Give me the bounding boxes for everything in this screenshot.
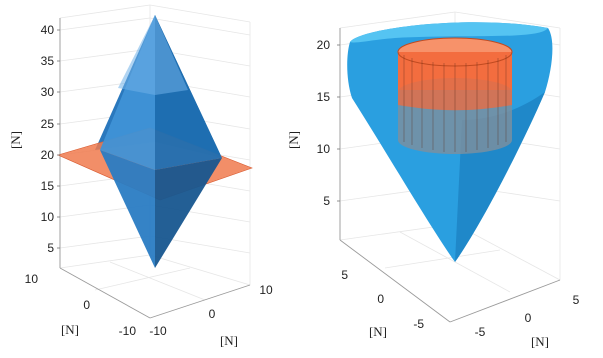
left-x-axis-label: [N] (220, 333, 238, 348)
z-tick-label: 5 (323, 194, 330, 208)
z-tick-label: 10 (41, 210, 55, 224)
left-z-tickmarks (57, 29, 60, 249)
y-tick-label: -5 (413, 317, 424, 331)
cylinder (397, 37, 513, 154)
x-tick-label: -10 (149, 324, 167, 338)
cone-rim (350, 22, 548, 43)
x-tick-label: 10 (259, 283, 273, 297)
left-z-axis-label: [N] (8, 131, 23, 149)
y-tick-label: 0 (377, 292, 384, 306)
z-tick-label: 15 (317, 90, 331, 104)
left-x-ticks: -10 0 10 (149, 283, 273, 338)
right-axes (339, 28, 561, 323)
y-tick-label: 10 (25, 272, 39, 286)
x-tick-label: 0 (525, 311, 532, 325)
right-z-tickmarks (337, 44, 340, 202)
x-tick-label: -5 (475, 325, 486, 339)
left-plot: 40 35 30 25 20 15 10 5 [N] 10 0 -10 [N] (8, 4, 273, 348)
right-x-axis-label: [N] (531, 334, 549, 349)
z-tick-label: 40 (41, 23, 55, 37)
x-tick-label: 5 (573, 293, 580, 307)
z-tick-label: 30 (41, 85, 55, 99)
z-tick-label: 10 (317, 142, 331, 156)
right-z-ticks: 20 15 10 5 (317, 38, 331, 208)
right-y-ticks: 5 0 -5 (341, 268, 424, 331)
pyramid-lower-face (155, 158, 222, 268)
z-tick-label: 20 (317, 38, 331, 52)
y-tick-label: 5 (341, 268, 348, 282)
right-y-axis-label: [N] (369, 324, 387, 339)
x-tick-label: 0 (209, 307, 216, 321)
y-tick-label: -10 (119, 324, 137, 338)
right-z-axis-label: [N] (286, 131, 301, 149)
pyramid-highlight (118, 15, 188, 95)
z-tick-label: 25 (41, 117, 55, 131)
y-tick-label: 0 (83, 298, 90, 312)
right-plot: 20 15 10 5 [N] 5 0 -5 [N] -5 0 5 [N] (286, 11, 580, 349)
left-y-ticks: 10 0 -10 (25, 272, 137, 338)
z-tick-label: 35 (41, 54, 55, 68)
left-z-ticks: 40 35 30 25 20 15 10 5 (41, 23, 55, 255)
z-tick-label: 5 (47, 241, 54, 255)
left-y-axis-label: [N] (61, 322, 79, 337)
right-x-ticks: -5 0 5 (475, 293, 580, 339)
pyramid-lower-face (100, 150, 155, 268)
left-axes (59, 18, 251, 319)
z-tick-label: 20 (41, 148, 55, 162)
z-tick-label: 15 (41, 179, 55, 193)
